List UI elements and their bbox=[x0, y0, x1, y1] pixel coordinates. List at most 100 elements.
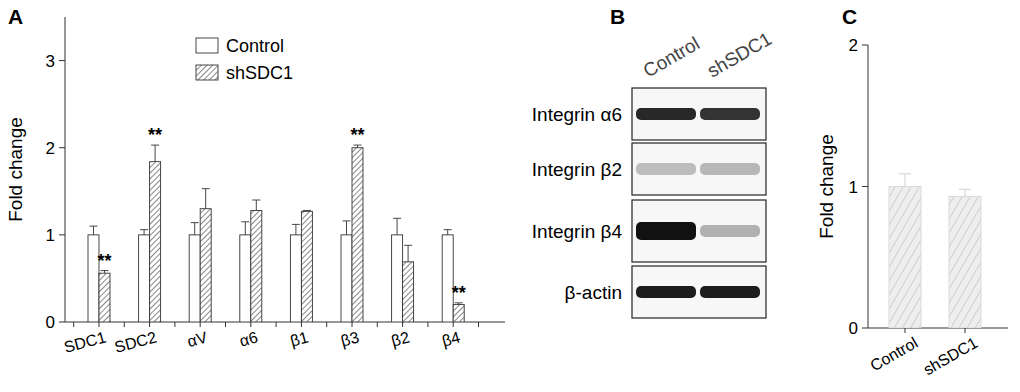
error-cap bbox=[899, 173, 911, 174]
band bbox=[636, 286, 696, 298]
band bbox=[636, 108, 696, 120]
bar bbox=[200, 209, 211, 322]
error-stem bbox=[408, 245, 409, 262]
x-minor-tick bbox=[225, 322, 226, 327]
error-cap bbox=[252, 200, 260, 201]
bars bbox=[889, 174, 981, 328]
x-tick bbox=[301, 322, 302, 327]
error-stem bbox=[144, 230, 145, 235]
x-minor-tick bbox=[427, 322, 428, 327]
legend-swatch bbox=[196, 65, 218, 80]
x-tick-label: β4 bbox=[440, 328, 462, 349]
figure: AFold change0123SDC1SDC2αVα6β1β3β2β4****… bbox=[0, 0, 1020, 392]
error-stem bbox=[93, 226, 94, 235]
error-bar bbox=[444, 230, 452, 235]
x-tick-label: SDC2 bbox=[113, 328, 159, 355]
x-minor-tick bbox=[377, 322, 378, 327]
x-tick-label: β2 bbox=[389, 328, 411, 349]
y-axis bbox=[65, 17, 66, 322]
x-minor-tick bbox=[73, 322, 74, 327]
y-tick bbox=[862, 328, 868, 329]
x-tick bbox=[905, 328, 906, 333]
y-tick-label: 0 bbox=[849, 319, 858, 338]
x-tick bbox=[965, 328, 966, 333]
error-bar bbox=[252, 200, 260, 210]
band bbox=[700, 225, 760, 237]
error-cap bbox=[303, 210, 311, 211]
x-tick-label: β3 bbox=[339, 328, 361, 349]
x-minor-tick bbox=[326, 322, 327, 327]
error-bar bbox=[292, 224, 300, 234]
x-tick bbox=[250, 322, 251, 327]
error-stem bbox=[155, 145, 156, 162]
significance: ** bbox=[97, 251, 111, 271]
error-cap bbox=[90, 226, 98, 227]
x-minor-tick bbox=[478, 322, 479, 327]
legend-swatch bbox=[196, 38, 218, 53]
error-bar bbox=[899, 174, 911, 187]
error-cap bbox=[202, 188, 210, 189]
y-tick bbox=[59, 60, 65, 61]
blot-panel bbox=[632, 143, 766, 195]
error-bar bbox=[455, 303, 463, 305]
panel-label: C bbox=[842, 5, 857, 28]
error-cap bbox=[393, 218, 401, 219]
bar bbox=[240, 235, 251, 322]
bars bbox=[88, 145, 464, 322]
error-cap bbox=[191, 222, 199, 223]
x-tick-label: αV bbox=[185, 328, 209, 350]
y-axis-label: Fold change bbox=[5, 117, 26, 222]
error-bar bbox=[393, 218, 401, 235]
x-minor-tick bbox=[124, 322, 125, 327]
y-tick-label: 3 bbox=[46, 52, 55, 71]
error-cap bbox=[140, 229, 148, 230]
panel-label: A bbox=[8, 5, 23, 28]
band bbox=[636, 222, 696, 240]
y-tick-label: 0 bbox=[46, 313, 55, 332]
bar bbox=[150, 162, 161, 322]
error-bar bbox=[404, 245, 412, 262]
error-cap bbox=[241, 221, 249, 222]
bar bbox=[889, 187, 921, 329]
bar bbox=[189, 235, 200, 322]
error-stem bbox=[397, 218, 398, 235]
x-tick bbox=[402, 322, 403, 327]
y-tick bbox=[59, 234, 65, 235]
error-bar bbox=[303, 210, 311, 212]
error-cap bbox=[444, 229, 452, 230]
x-tick-label: Control bbox=[867, 334, 920, 375]
error-bar bbox=[101, 271, 109, 274]
bar bbox=[301, 211, 312, 322]
y-tick-label: 2 bbox=[46, 139, 55, 158]
significance: ** bbox=[350, 125, 364, 145]
x-tick-label: SDC1 bbox=[62, 328, 108, 355]
error-stem bbox=[904, 174, 905, 187]
blot-panel bbox=[632, 200, 766, 262]
x-tick-label: shSDC1 bbox=[920, 334, 980, 379]
error-stem bbox=[295, 224, 296, 234]
significance: ** bbox=[452, 283, 466, 303]
x-minor-tick bbox=[276, 322, 277, 327]
bar bbox=[139, 235, 150, 322]
x-tick-label: α6 bbox=[238, 328, 260, 349]
error-bar bbox=[191, 223, 199, 235]
error-bar bbox=[959, 189, 971, 196]
error-stem bbox=[245, 222, 246, 235]
y-tick bbox=[59, 322, 65, 323]
lane-label: Control bbox=[640, 33, 704, 82]
bar bbox=[453, 305, 464, 322]
blot-panel bbox=[632, 266, 766, 318]
error-stem bbox=[205, 189, 206, 209]
x-tick bbox=[200, 322, 201, 327]
x-tick-label: β1 bbox=[288, 328, 310, 349]
x-tick bbox=[352, 322, 353, 327]
x-tick bbox=[149, 322, 150, 327]
error-cap bbox=[404, 245, 412, 246]
row-label: Integrin α6 bbox=[532, 104, 622, 125]
error-stem bbox=[447, 230, 448, 235]
band bbox=[700, 163, 760, 175]
row-label: Integrin β4 bbox=[532, 221, 623, 242]
x-tick bbox=[453, 322, 454, 327]
band bbox=[636, 163, 696, 175]
row-label: β-actin bbox=[565, 282, 622, 303]
